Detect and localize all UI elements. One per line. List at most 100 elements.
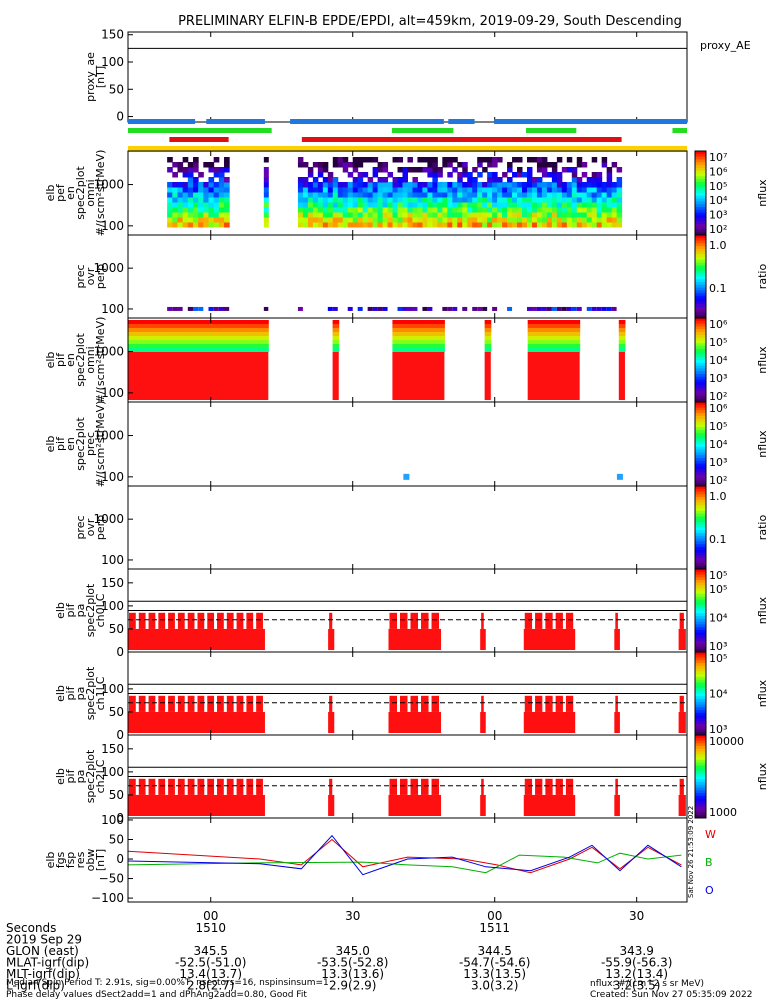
pixel xyxy=(482,207,488,213)
pixel xyxy=(546,306,552,311)
pixel xyxy=(532,320,539,325)
pa-bar xyxy=(329,612,333,629)
pixel xyxy=(452,222,458,228)
pixel xyxy=(526,167,533,173)
pixel xyxy=(413,324,419,329)
pa-bar xyxy=(388,628,442,650)
pixel xyxy=(168,324,174,329)
pa-bar xyxy=(148,612,156,629)
pixel xyxy=(258,320,264,325)
pixel xyxy=(357,182,364,188)
pixel xyxy=(322,212,329,218)
time-row-value: 3.2(3.5) xyxy=(613,979,661,993)
pixel xyxy=(263,212,269,218)
pixel xyxy=(541,212,548,218)
colorbar-cell xyxy=(695,201,706,205)
panel-elb-pif-en-spec2plot-omni: 1000100elbpifenspec2plotomni#/(scm²strMe… xyxy=(44,317,769,404)
colorbar-cell xyxy=(695,365,706,369)
pixel xyxy=(138,324,144,329)
pixel xyxy=(263,344,269,349)
pixel xyxy=(447,192,453,198)
pixel xyxy=(581,212,588,218)
pixel xyxy=(213,324,219,329)
state-bar-blue-1 xyxy=(206,119,265,124)
pixel xyxy=(606,202,613,208)
pixel xyxy=(193,348,199,353)
pixel xyxy=(462,306,468,311)
pixel xyxy=(427,202,433,208)
pixel xyxy=(522,182,528,188)
pixel xyxy=(332,336,340,341)
pixel xyxy=(208,187,215,193)
pixel xyxy=(606,192,613,198)
pixel xyxy=(322,207,329,213)
pixel xyxy=(182,207,189,213)
pixel xyxy=(208,162,215,168)
pixel xyxy=(487,207,493,213)
pixel xyxy=(178,320,184,325)
pixel xyxy=(312,212,319,218)
pixel xyxy=(177,182,184,188)
colorbar-cell xyxy=(695,190,706,194)
colorbar-cell xyxy=(695,770,706,775)
colorbar-cell xyxy=(695,754,706,758)
colorbar-cell xyxy=(695,337,706,341)
pixel xyxy=(192,202,199,208)
colorbar-cell xyxy=(695,660,706,664)
pixel xyxy=(477,187,483,193)
pixel xyxy=(203,336,209,341)
pa-bar xyxy=(524,695,533,712)
pixel xyxy=(203,222,209,228)
pixel xyxy=(188,348,194,353)
spectrum-block xyxy=(128,352,269,400)
pixel xyxy=(332,177,339,183)
pixel xyxy=(556,177,563,183)
colorbar-cell xyxy=(695,610,706,614)
pixel xyxy=(297,217,304,223)
pixel xyxy=(357,306,363,311)
colorbar-label: nflux xyxy=(756,346,769,374)
pixel xyxy=(402,324,409,329)
pixel xyxy=(263,328,269,333)
y-tick-label: 100 xyxy=(101,55,124,69)
y-axis-label: spec2plot xyxy=(84,666,97,720)
pixel xyxy=(517,197,523,203)
colorbar-cell xyxy=(695,541,706,545)
pixel xyxy=(507,197,513,203)
y-axis-label: ch0LC xyxy=(94,593,107,627)
pixel xyxy=(433,340,440,345)
pixel xyxy=(558,332,565,337)
pixel xyxy=(571,197,578,203)
pixel xyxy=(307,182,314,188)
pixel xyxy=(172,202,178,208)
pa-bar xyxy=(128,711,265,733)
pixel xyxy=(263,340,269,345)
pixel xyxy=(596,192,603,198)
spectrum-block xyxy=(484,352,491,400)
colorbar-cell xyxy=(695,696,706,700)
x-tick-label: 00 xyxy=(203,909,218,923)
pixel xyxy=(387,192,394,198)
pixel xyxy=(611,212,618,218)
pixel xyxy=(558,344,565,349)
pixel xyxy=(407,182,413,188)
pa-bar xyxy=(481,778,484,795)
pa-bar xyxy=(158,695,166,712)
pixel xyxy=(158,336,164,341)
pixel xyxy=(408,320,414,325)
pixel xyxy=(586,197,593,203)
colorbar-cell xyxy=(695,757,706,761)
pixel xyxy=(208,306,214,311)
pixel xyxy=(173,340,179,345)
pixel xyxy=(322,162,329,168)
pa-bar xyxy=(410,612,419,629)
colorbar-cell xyxy=(695,379,706,383)
pixel xyxy=(213,320,219,325)
pixel xyxy=(596,172,603,178)
pixel xyxy=(317,207,324,213)
pixel xyxy=(606,177,613,183)
pixel xyxy=(507,207,513,213)
pixel xyxy=(397,177,404,183)
pixel xyxy=(591,177,598,183)
pixel xyxy=(541,187,548,193)
